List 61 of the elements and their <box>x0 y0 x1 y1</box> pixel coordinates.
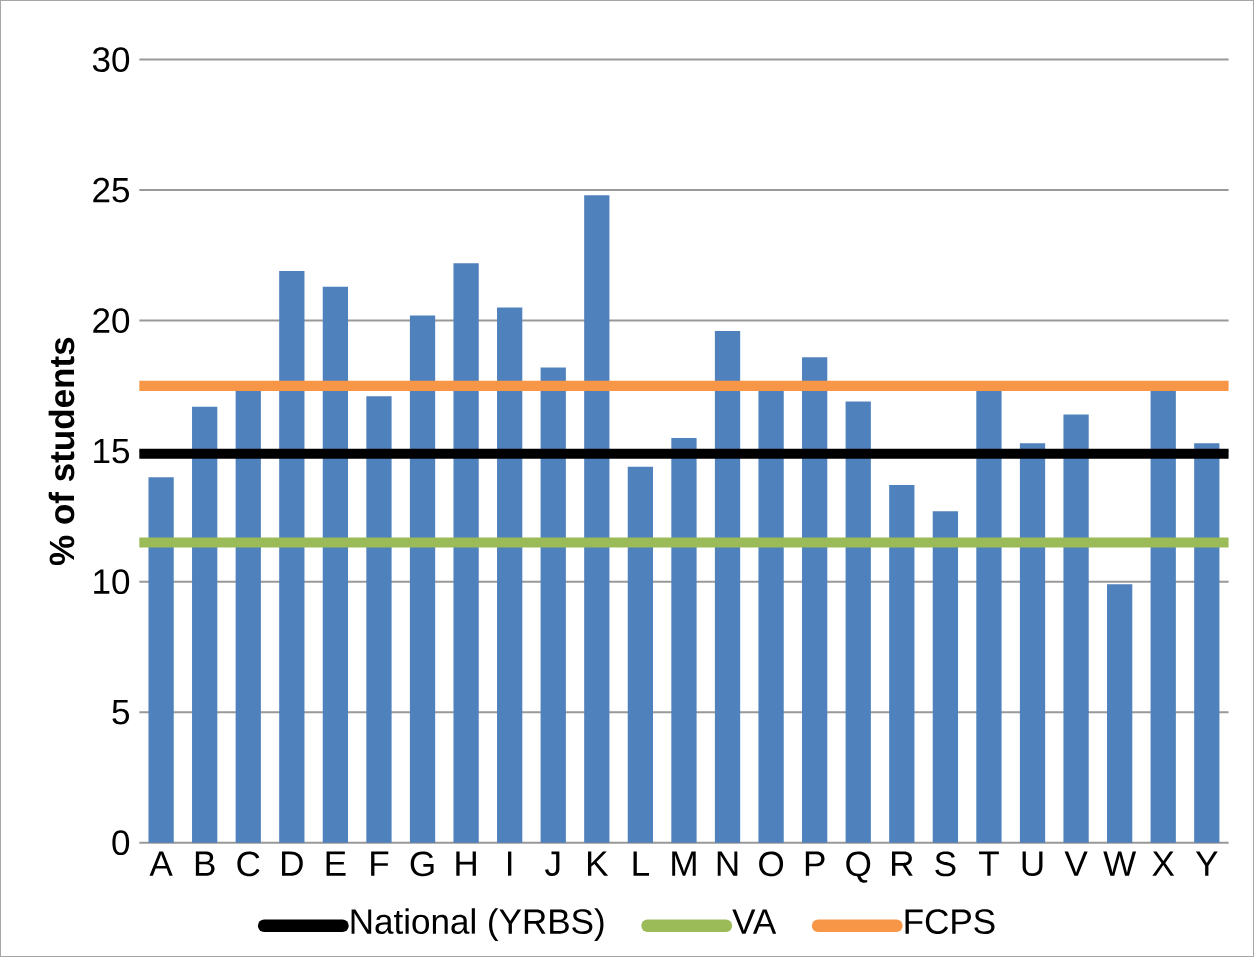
x-tick-label: X <box>1152 851 1175 876</box>
bar <box>409 315 436 843</box>
y-tick-label: 0 <box>112 830 130 856</box>
x-tick-label: L <box>633 851 649 876</box>
x-tick-label: V <box>1064 851 1088 876</box>
x-tick-label: R <box>892 851 913 876</box>
bar <box>584 195 610 843</box>
bar <box>889 485 915 843</box>
x-tick-label: P <box>805 851 825 876</box>
x-tick-label: T <box>979 851 999 876</box>
bar <box>1194 443 1220 843</box>
legend-label: FCPS <box>905 909 995 934</box>
bar <box>540 367 566 843</box>
bar <box>976 391 1002 843</box>
y-tick-label: 25 <box>93 177 130 203</box>
x-tick-label: M <box>672 851 696 876</box>
x-tick-label: C <box>237 851 260 877</box>
y-axis-title: % of students <box>48 337 75 566</box>
bar <box>845 401 871 843</box>
x-tick-label: H <box>456 851 476 876</box>
x-tick-label: Q <box>846 851 871 883</box>
x-tick-label: E <box>326 851 346 876</box>
y-tick-label: 10 <box>94 569 130 595</box>
bar <box>322 286 349 843</box>
x-tick-label: I <box>508 851 512 876</box>
x-tick-label: J <box>545 851 560 876</box>
bar <box>1107 584 1133 843</box>
bar <box>279 270 305 843</box>
bar <box>497 307 523 843</box>
bar <box>1150 391 1176 843</box>
x-tick-label: U <box>1022 851 1043 876</box>
bar <box>453 263 479 843</box>
bar <box>148 477 174 843</box>
x-tick-label: F <box>371 851 389 876</box>
x-tick-label: D <box>282 851 303 876</box>
x-tick-label: O <box>759 851 784 877</box>
bar <box>758 391 784 843</box>
x-tick-label: A <box>149 851 173 876</box>
y-tick-label: 5 <box>112 699 130 725</box>
x-tick-label: G <box>410 851 434 877</box>
bar <box>366 396 392 843</box>
bar <box>671 438 697 843</box>
bar <box>627 466 654 843</box>
bar <box>1063 414 1089 843</box>
x-tick-label: K <box>588 851 609 876</box>
x-tick-label: Y <box>1195 851 1218 876</box>
x-tick-label: N <box>717 851 738 876</box>
bar <box>932 511 959 843</box>
bar <box>1019 443 1046 843</box>
y-tick-label: 20 <box>93 308 130 333</box>
x-tick-label: B <box>195 851 215 876</box>
bar <box>714 331 741 843</box>
y-tick-label: 15 <box>94 438 130 464</box>
x-tick-label: S <box>935 851 956 877</box>
x-tick-label: W <box>1103 851 1137 876</box>
legend-label: National (YRBS) <box>351 908 604 941</box>
bar <box>192 406 218 843</box>
bar <box>235 391 261 843</box>
bar <box>802 357 828 843</box>
y-tick-label: 30 <box>92 47 130 72</box>
legend-label: VA <box>732 909 777 934</box>
